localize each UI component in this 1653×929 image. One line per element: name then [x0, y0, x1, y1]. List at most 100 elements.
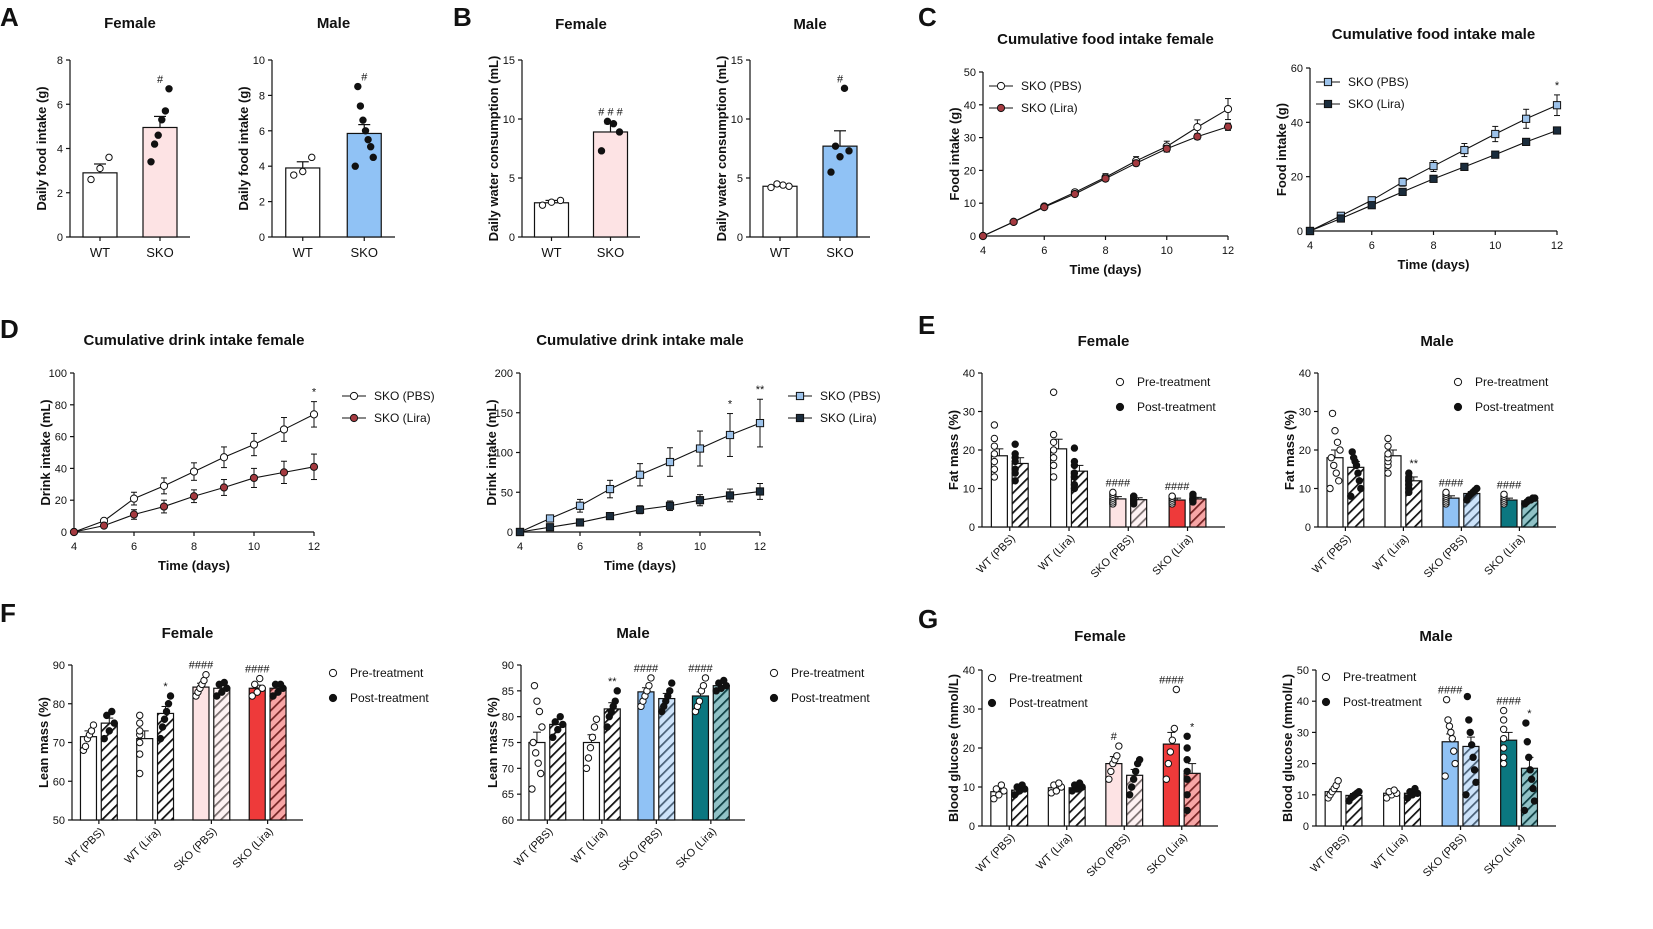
x-category-label: WT (Lira)	[1034, 832, 1075, 873]
y-tick-label: 40	[963, 368, 975, 380]
data-point-pre	[990, 795, 998, 803]
x-category-label: SKO (Lira)	[1482, 533, 1527, 578]
y-tick-label: 6	[57, 99, 63, 111]
legend-label: SKO (PBS)	[1348, 75, 1409, 89]
data-point-post	[1469, 753, 1477, 762]
data-point-post	[1070, 444, 1079, 452]
data-point-post	[720, 676, 728, 685]
y-tick-label: 5	[509, 173, 515, 185]
data-point-post	[1522, 719, 1530, 727]
bar-post	[712, 685, 730, 821]
bar-sko	[592, 131, 629, 238]
data-point-pre	[586, 743, 595, 752]
x-category-label: SKO (Lira)	[674, 826, 719, 871]
data-point-pre	[528, 785, 536, 793]
data-point	[1101, 174, 1110, 183]
data-point-post	[1011, 465, 1019, 473]
data-point-pre	[695, 697, 704, 705]
legend-marker	[795, 391, 805, 401]
data-point-post	[668, 679, 676, 687]
x-tick-label: 12	[308, 541, 320, 553]
data-point-post	[613, 687, 621, 695]
y-tick-label: 30	[963, 704, 975, 716]
y-tick-label: 70	[502, 763, 514, 775]
y-tick-label: 8	[57, 55, 63, 67]
data-point	[1223, 104, 1233, 114]
data-point-pre	[89, 721, 98, 729]
data-point-pre	[1500, 490, 1508, 498]
chart-title: Female	[555, 16, 607, 33]
x-category-label: SKO (PBS)	[1089, 533, 1137, 581]
data-point-post	[1473, 484, 1481, 493]
data-point-pre	[530, 681, 539, 690]
legend-label: SKO (PBS)	[820, 389, 881, 403]
y-tick-label: 30	[1299, 407, 1311, 419]
legend-marker	[349, 413, 359, 423]
panel-label-E: E	[918, 310, 935, 340]
y-tick-label: 90	[53, 660, 65, 672]
y-tick-label: 200	[495, 368, 513, 380]
x-category-label: WT	[90, 245, 110, 260]
significance-mark: #	[157, 74, 164, 86]
legend-label: SKO (Lira)	[820, 411, 877, 425]
data-point	[1193, 123, 1202, 132]
data-point-post	[1183, 756, 1191, 764]
y-axis-title: Blood glucose (mmol/L)	[946, 674, 961, 822]
chart-title: Female	[1074, 628, 1126, 645]
bar-pre	[637, 691, 655, 821]
data-point	[189, 467, 199, 476]
x-axis-title: Time (days)	[604, 558, 676, 573]
data-point-post	[1189, 490, 1197, 498]
legend-marker	[769, 668, 779, 678]
significance-mark: ####	[1439, 477, 1464, 489]
significance-mark: ####	[1159, 675, 1184, 687]
significance-mark: #	[361, 72, 368, 84]
data-point-pre	[136, 750, 144, 758]
data-point	[1223, 122, 1233, 131]
bar-pre	[1441, 741, 1459, 827]
y-tick-label: 10	[964, 198, 976, 210]
x-tick-label: 8	[191, 541, 197, 553]
data-point-pre	[1499, 734, 1508, 743]
legend-marker	[987, 673, 997, 683]
significance-mark: ####	[245, 664, 270, 676]
bar-post	[213, 687, 231, 821]
data-point-pre	[537, 769, 545, 778]
data-point-post	[166, 692, 175, 700]
x-tick-label: 10	[248, 541, 260, 553]
y-axis-title: Daily food intake (g)	[34, 86, 49, 210]
data-point	[1009, 217, 1018, 226]
legend-marker	[1115, 377, 1125, 387]
legend-marker	[1321, 672, 1331, 682]
data-point-pre	[1113, 752, 1121, 760]
data-point-post	[1129, 492, 1138, 500]
y-tick-label: 2	[259, 197, 265, 209]
data-point-pre	[997, 781, 1006, 789]
data-point	[165, 85, 173, 93]
data-point-pre	[1166, 748, 1175, 756]
data-point-post	[274, 688, 282, 696]
data-point-pre	[256, 674, 264, 683]
x-category-label: SKO	[351, 245, 378, 260]
data-point-pre	[1384, 434, 1392, 443]
data-point-pre	[1049, 461, 1058, 470]
x-tick-label: 8	[1102, 245, 1108, 257]
data-point-pre	[1442, 488, 1450, 497]
data-point-pre	[990, 434, 999, 443]
data-point	[575, 501, 585, 510]
data-point-post	[276, 680, 285, 689]
legend-label: SKO (Lira)	[1348, 97, 1405, 111]
legend-label: Pre-treatment	[791, 666, 865, 680]
bar-wt	[533, 202, 570, 238]
data-point-post	[1348, 448, 1356, 456]
y-tick-label: 10	[963, 782, 975, 794]
data-point	[189, 492, 199, 501]
data-point-pre	[1448, 734, 1456, 743]
chart-title: Cumulative drink intake male	[536, 332, 744, 349]
chart-title: Female	[104, 15, 156, 32]
data-point	[597, 147, 606, 155]
chart-A1: Female 0 2 4 6 8 Daily food intake (g) WT SKO #	[34, 15, 190, 260]
data-point-post	[1467, 741, 1476, 749]
data-point-pre	[701, 674, 710, 682]
data-point-post	[559, 720, 567, 729]
